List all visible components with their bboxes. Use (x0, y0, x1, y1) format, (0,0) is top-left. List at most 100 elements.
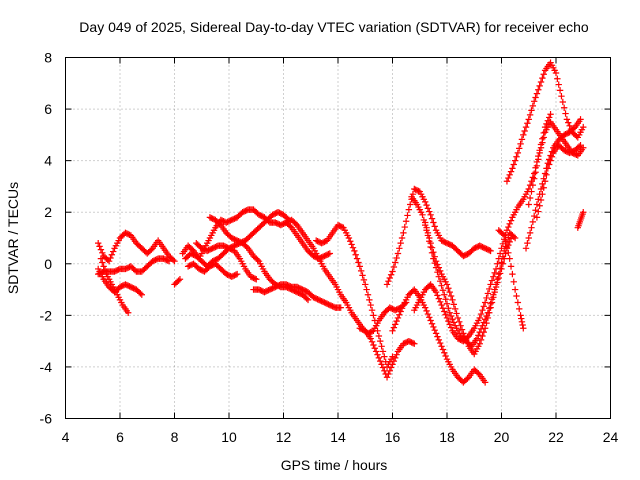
data-point (529, 102, 537, 110)
data-point (435, 264, 443, 271)
series-track-15 (383, 185, 494, 288)
data-point (484, 290, 492, 297)
data-point (456, 318, 463, 326)
data-point (96, 243, 103, 250)
data-point (370, 312, 377, 319)
data-point (390, 324, 398, 331)
series-track-11 (250, 281, 344, 311)
data-point (379, 348, 387, 355)
data-point (393, 351, 400, 358)
x-tick-label: 24 (603, 429, 619, 445)
data-point (526, 111, 534, 119)
series-track-5 (171, 276, 184, 288)
data-point (552, 69, 560, 77)
series-track-24 (525, 118, 587, 208)
data-point (325, 250, 332, 258)
data-point (503, 178, 511, 185)
data-point (480, 303, 487, 310)
data-point (446, 321, 453, 328)
data-point (375, 332, 383, 340)
data-point (438, 301, 445, 309)
data-point (232, 271, 240, 278)
data-point (422, 219, 429, 226)
data-point (400, 229, 407, 237)
data-point (509, 165, 516, 172)
data-point (352, 251, 359, 258)
chart-title: Day 049 of 2025, Sidereal Day-to-day VTE… (79, 19, 589, 35)
data-point (566, 122, 573, 130)
data-points (95, 59, 587, 386)
data-point (390, 357, 398, 365)
data-point (402, 218, 410, 225)
data-point (432, 258, 440, 265)
data-point (486, 309, 493, 316)
data-point (505, 174, 512, 182)
data-point (447, 292, 455, 300)
data-point (326, 250, 334, 257)
data-point (430, 248, 437, 256)
data-point (430, 323, 437, 331)
data-point (454, 314, 462, 322)
data-point (349, 244, 357, 251)
data-point (436, 339, 444, 347)
data-point (540, 71, 547, 78)
data-point (528, 107, 535, 114)
data-point (464, 334, 471, 341)
data-point (502, 238, 509, 245)
data-point (385, 277, 392, 285)
data-point (491, 269, 498, 277)
data-point (366, 296, 373, 304)
data-point (498, 265, 505, 273)
data-point (499, 230, 507, 238)
data-point (138, 291, 145, 298)
x-tick-label: 8 (171, 429, 179, 445)
data-point (481, 299, 489, 306)
data-point (486, 285, 493, 293)
data-point (359, 272, 366, 279)
data-point (427, 239, 434, 247)
data-point (513, 292, 520, 300)
data-point (445, 317, 452, 325)
data-point (449, 296, 456, 304)
data-point (580, 123, 587, 131)
data-point (496, 270, 504, 277)
series-track-10 (193, 209, 293, 255)
data-point (434, 292, 441, 299)
data-point (483, 319, 490, 327)
data-point (536, 149, 543, 157)
data-point (372, 348, 380, 355)
data-point (423, 224, 430, 231)
data-point (415, 187, 422, 195)
data-point (378, 361, 385, 368)
data-point (503, 227, 511, 234)
data-point (577, 116, 584, 123)
data-point (524, 120, 531, 127)
data-point (383, 281, 391, 288)
data-point (389, 361, 396, 368)
data-point (563, 116, 571, 123)
data-point (431, 223, 438, 230)
data-point (529, 174, 537, 181)
y-tick-label: -2 (40, 307, 53, 323)
data-point (383, 374, 391, 381)
data-point (439, 346, 447, 353)
x-tick-label: 10 (221, 429, 237, 445)
data-point (488, 299, 496, 306)
data-point (528, 188, 535, 195)
data-point (498, 245, 505, 252)
data-point (562, 110, 569, 117)
data-point (537, 78, 545, 86)
data-point (338, 223, 346, 231)
data-point (488, 277, 496, 284)
data-point (441, 308, 448, 315)
data-point (401, 223, 408, 231)
data-point (540, 134, 547, 141)
data-point (507, 168, 515, 175)
data-point (451, 305, 459, 313)
data-point (481, 379, 489, 386)
data-point (434, 333, 441, 340)
data-point (480, 328, 487, 336)
data-point (541, 178, 549, 185)
data-point (516, 145, 523, 152)
